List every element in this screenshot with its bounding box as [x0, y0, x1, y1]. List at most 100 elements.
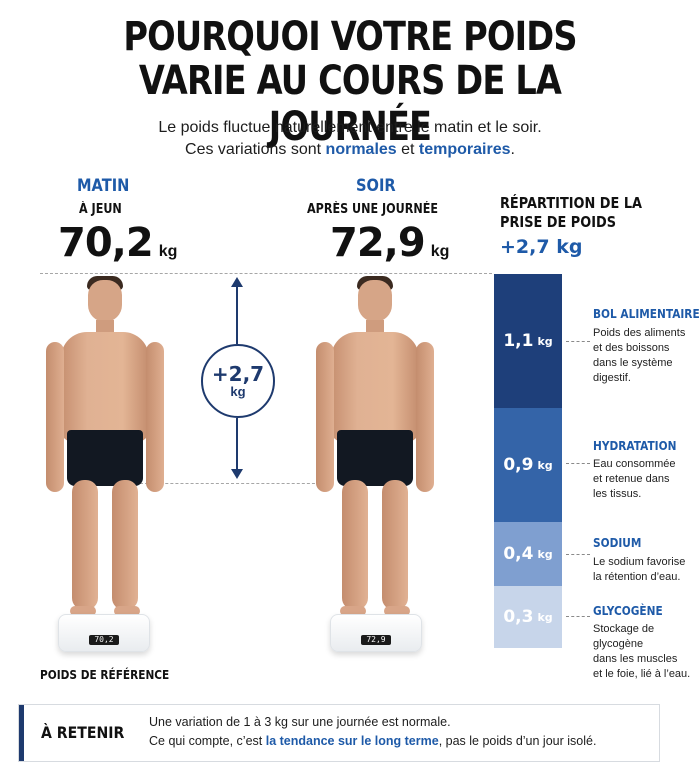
- right-arm: [146, 342, 164, 492]
- difference-badge: +2,7 kg: [201, 344, 275, 418]
- right-foot: [384, 606, 410, 616]
- morning-condition-label: À JEUN: [79, 202, 122, 217]
- breakdown-title-line-1: RÉPARTITION DE LA: [500, 194, 643, 212]
- right-arm: [416, 342, 434, 492]
- subtitle-text-c: et: [396, 141, 419, 158]
- subtitle-em-temporaires: temporaires: [418, 141, 511, 158]
- desc-line: dans les muscles: [593, 653, 678, 665]
- segment-value: 0,4: [503, 544, 534, 564]
- segment-sodium: 0,4 kg: [494, 522, 562, 587]
- category-name-sodium: SODIUM: [593, 536, 642, 550]
- desc-line: Poids des aliments: [593, 327, 686, 339]
- left-arm: [46, 342, 64, 492]
- head: [358, 280, 392, 322]
- arrow-line-bottom: [236, 418, 238, 470]
- category-desc-bol-alimentaire: Poids des aliments et des boissons dans …: [593, 326, 685, 386]
- segment-bol-alimentaire: 1,1 kg: [494, 274, 562, 409]
- leader-line: [566, 554, 590, 555]
- key-takeaway-title: À RETENIR: [41, 723, 125, 742]
- desc-line: Le sodium favorise: [593, 556, 686, 568]
- left-leg: [342, 480, 368, 610]
- reference-weight-label: POIDS DE RÉFÉRENCE: [40, 668, 170, 682]
- category-desc-hydratation: Eau consommée et retenue dans les tissus…: [593, 457, 676, 502]
- leader-line: [566, 463, 590, 464]
- line2-text-a: Ce qui compte, c’est: [149, 734, 266, 748]
- leader-line: [566, 341, 590, 342]
- arrow-down-icon: [231, 469, 243, 479]
- evening-condition-label: APRÈS UNE JOURNÉE: [307, 202, 438, 217]
- evening-period-label: SOIR: [356, 176, 396, 196]
- morning-person-figure: [40, 272, 170, 662]
- head: [88, 280, 122, 322]
- segment-glycogene: 0,3 kg: [494, 586, 562, 648]
- subtitle-line-1: Le poids fluctue naturellement entre le …: [158, 119, 542, 136]
- arrow-up-icon: [231, 277, 243, 287]
- morning-scale: 70,2: [58, 614, 150, 652]
- morning-weight: 70,2 kg: [58, 220, 177, 266]
- line2-text-c: , pas le poids d’un jour isolé.: [438, 734, 597, 748]
- evening-scale: 72,9: [330, 614, 422, 652]
- torso: [61, 332, 149, 442]
- torso: [331, 332, 419, 442]
- subtitle-text-e: .: [510, 141, 515, 158]
- left-foot: [340, 606, 366, 616]
- segment-value: 0,3: [503, 607, 534, 627]
- page-title-line-1: POURQUOI VOTRE POIDS: [123, 14, 577, 60]
- evening-weight: 72,9 kg: [330, 220, 449, 266]
- segment-unit: kg: [537, 547, 553, 561]
- desc-line: et le foie, lié à l’eau.: [593, 668, 691, 680]
- leader-line: [566, 616, 590, 617]
- breakdown-title-line-2: PRISE DE POIDS: [500, 213, 617, 231]
- category-desc-sodium: Le sodium favorise la rétention d’eau.: [593, 555, 685, 585]
- category-name-hydratation: HYDRATATION: [593, 439, 677, 453]
- segment-value: 0,9: [503, 455, 534, 475]
- right-foot: [114, 606, 140, 616]
- desc-line: et des boissons: [593, 342, 670, 354]
- morning-period-label: MATIN: [77, 176, 130, 196]
- page-title-line-2: VARIE AU COURS DE LA JOURNÉE: [138, 58, 562, 150]
- subtitle-em-normales: normales: [325, 141, 397, 158]
- desc-line: digestif.: [593, 372, 631, 384]
- evening-weight-unit: kg: [430, 243, 450, 260]
- desc-line: dans le système: [593, 357, 673, 369]
- bottom-reference-line: [140, 483, 320, 484]
- breakdown-total: +2,7 kg: [500, 236, 583, 258]
- segment-hydratation: 0,9 kg: [494, 408, 562, 523]
- right-leg: [382, 480, 408, 610]
- accent-bar: [19, 705, 24, 761]
- evening-weight-value: 72,9: [330, 220, 426, 266]
- subtitle-line-2: Ces variations sont normales et temporai…: [0, 138, 700, 162]
- category-name-glycogene: GLYCOGÈNE: [593, 604, 663, 618]
- shorts: [337, 430, 413, 486]
- segment-unit: kg: [537, 458, 553, 472]
- evening-scale-display: 72,9: [361, 635, 391, 645]
- evening-person-figure: [310, 272, 440, 662]
- key-takeaway-line-1: Une variation de 1 à 3 kg sur une journé…: [149, 715, 451, 729]
- desc-line: Eau consommée: [593, 458, 676, 470]
- category-desc-glycogene: Stockage de glycogène dans les muscles e…: [593, 622, 700, 682]
- segment-value: 1,1: [503, 331, 534, 351]
- morning-scale-display: 70,2: [89, 635, 119, 645]
- left-leg: [72, 480, 98, 610]
- left-foot: [70, 606, 96, 616]
- key-takeaway-text: Une variation de 1 à 3 kg sur une journé…: [149, 713, 596, 751]
- left-arm: [316, 342, 334, 492]
- difference-unit: kg: [230, 384, 246, 399]
- right-leg: [112, 480, 138, 610]
- morning-weight-unit: kg: [158, 243, 178, 260]
- morning-weight-value: 70,2: [58, 220, 154, 266]
- desc-line: Stockage de glycogène: [593, 623, 655, 650]
- segment-unit: kg: [537, 334, 553, 348]
- desc-line: les tissus.: [593, 488, 642, 500]
- shorts: [67, 430, 143, 486]
- category-name-bol-alimentaire: BOL ALIMENTAIRE: [593, 307, 700, 321]
- desc-line: la rétention d’eau.: [593, 571, 681, 583]
- subtitle-text-a: Ces variations sont: [185, 141, 326, 158]
- line2-emphasis: la tendance sur le long terme: [265, 734, 439, 748]
- segment-unit: kg: [537, 610, 553, 624]
- arrow-line-top: [236, 286, 238, 344]
- top-reference-line: [40, 273, 492, 274]
- key-takeaway-box: À RETENIR Une variation de 1 à 3 kg sur …: [18, 704, 660, 762]
- key-takeaway-line-2: Ce qui compte, c’est la tendance sur le …: [149, 732, 596, 751]
- difference-value: +2,7: [211, 362, 265, 386]
